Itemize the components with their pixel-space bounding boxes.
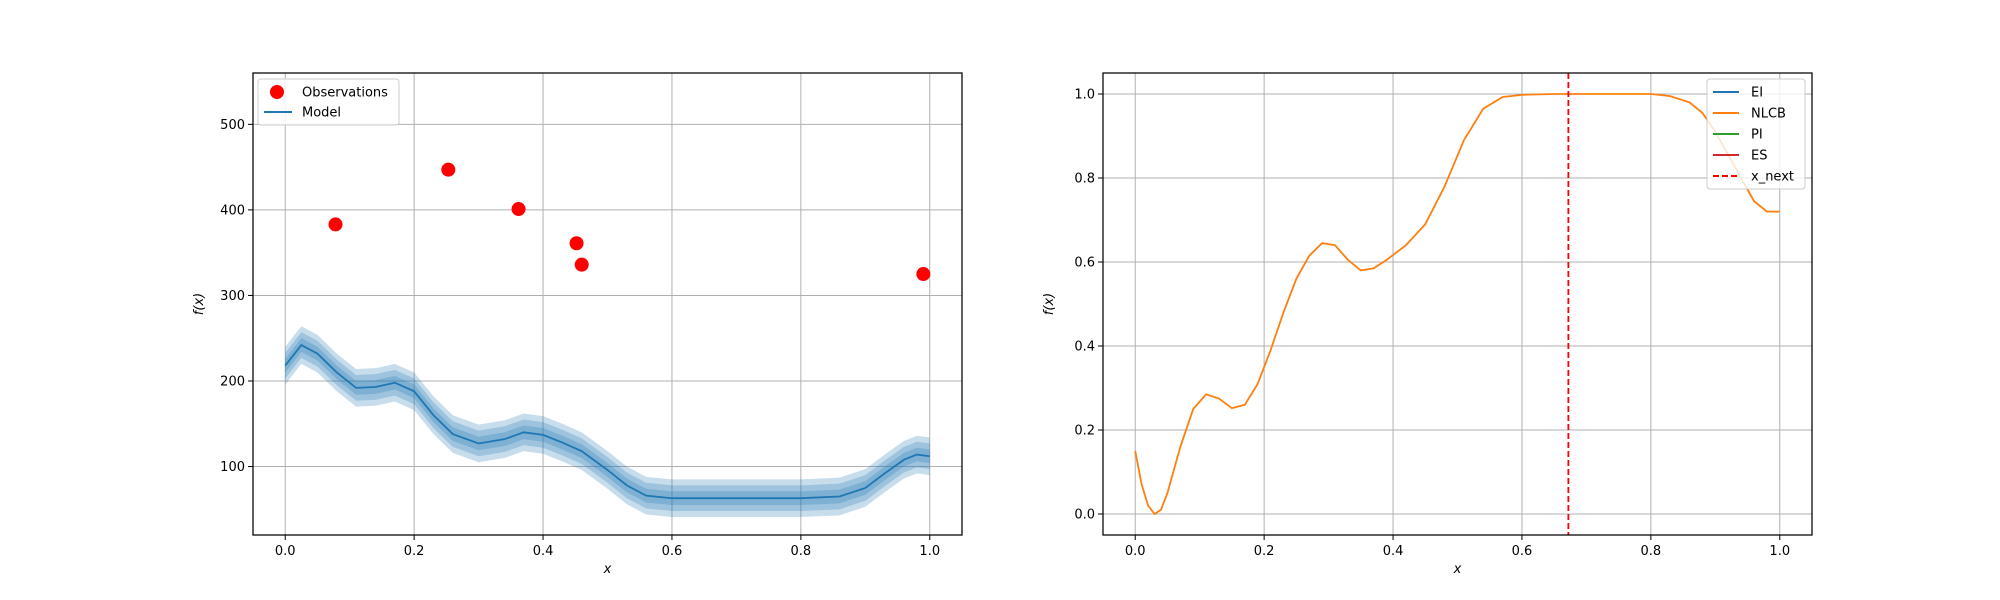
y-tick-label: 0.6 xyxy=(1074,256,1095,271)
legend-label-observations: Observations xyxy=(302,86,388,101)
x-tick-label: 1.0 xyxy=(1769,544,1790,559)
y-tick-label: 0.4 xyxy=(1074,340,1095,355)
y-tick-label: 300 xyxy=(220,289,245,304)
x-tick-label: 0.6 xyxy=(662,544,683,559)
y-tick-label: 200 xyxy=(220,375,245,390)
x-tick-label: 0.2 xyxy=(1254,544,1275,559)
legend-marker-observations xyxy=(270,85,284,99)
observation-point xyxy=(328,217,343,232)
y-tick-label: 1.0 xyxy=(1074,88,1095,103)
y-tick-label: 0.0 xyxy=(1074,508,1095,523)
series-line-nlcb xyxy=(1134,93,1780,516)
x-tick-label: 0.0 xyxy=(1125,544,1146,559)
x-tick-label: 1.0 xyxy=(919,544,940,559)
legend-label-pi: PI xyxy=(1751,128,1763,143)
model-mean-line xyxy=(284,343,930,500)
y-tick-label: 0.8 xyxy=(1074,172,1095,187)
y-tick-label: 100 xyxy=(220,460,245,475)
y-tick-label: 400 xyxy=(220,203,245,218)
plot-frame xyxy=(252,72,963,536)
x-axis-label: x xyxy=(1453,562,1462,577)
y-tick-label: 500 xyxy=(220,118,245,133)
x-tick-label: 0.2 xyxy=(404,544,425,559)
legend-label-nlcb: NLCB xyxy=(1751,107,1786,122)
y-axis-label: f(x) xyxy=(1042,293,1057,315)
x-axis-label: x xyxy=(603,562,612,577)
plot-area xyxy=(1103,73,1812,535)
observation-point xyxy=(441,162,456,177)
left-plot: 0.0 0.2 0.4 0.6 0.8 1.0 100 200 300 400 500 x f(x) Ob… xyxy=(192,72,963,577)
plot-frame xyxy=(1102,72,1813,536)
x-tick-label: 0.0 xyxy=(275,544,296,559)
y-tick-label: 0.2 xyxy=(1074,424,1095,439)
x-tick-label: 0.4 xyxy=(533,544,554,559)
legend-box xyxy=(1706,78,1806,190)
x-tick-label: 0.8 xyxy=(791,544,812,559)
legend-label-es: ES xyxy=(1751,149,1767,164)
legend-label-ei: EI xyxy=(1751,86,1763,101)
observation-point xyxy=(511,202,526,217)
legend-label-model: Model xyxy=(302,106,341,121)
y-axis-label: f(x) xyxy=(192,293,207,315)
model-confidence-band xyxy=(285,332,930,512)
legend-box xyxy=(257,78,400,126)
x-tick-label: 0.4 xyxy=(1383,544,1404,559)
model-confidence-band xyxy=(285,326,930,518)
observation-point xyxy=(574,257,589,272)
plot-area xyxy=(253,73,962,535)
legend: Observations Model xyxy=(257,78,400,126)
legend: EI NLCB PI ES x_next xyxy=(1706,78,1806,190)
x-tick-label: 0.8 xyxy=(1641,544,1662,559)
legend-label-x-next: x_next xyxy=(1751,170,1794,185)
observation-point xyxy=(916,267,931,282)
x-tick-label: 0.6 xyxy=(1512,544,1533,559)
observation-point xyxy=(569,236,584,251)
right-plot: 0.0 0.2 0.4 0.6 0.8 1.0 0.0 0.2 0.4 0.6 0.8 1.0 x f(x… xyxy=(1042,72,1813,577)
